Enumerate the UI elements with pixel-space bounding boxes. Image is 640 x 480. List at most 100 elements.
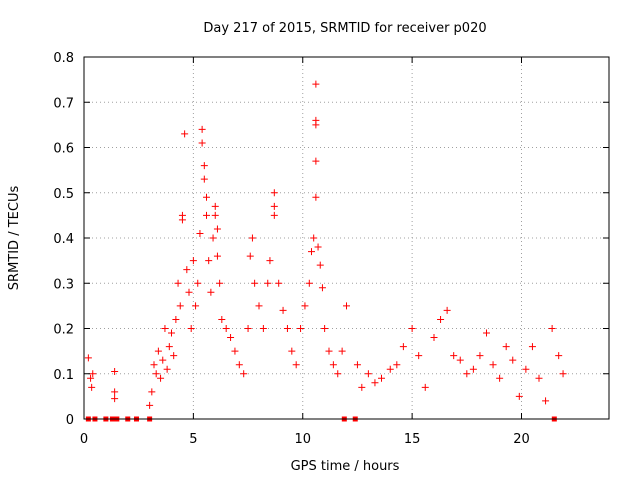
y-tick-label: 0.1 (53, 368, 74, 383)
data-point (235, 361, 243, 369)
data-point (312, 193, 320, 201)
x-tick-label: 20 (513, 432, 530, 447)
data-point (154, 347, 162, 355)
data-point (266, 257, 274, 265)
data-point (386, 365, 394, 373)
data-point (207, 288, 215, 296)
data-point (213, 225, 221, 233)
data-point (218, 315, 226, 323)
data-point (89, 370, 97, 378)
data-point (170, 352, 178, 360)
data-point (198, 139, 206, 147)
x-tick-label: 10 (294, 432, 311, 447)
data-point (246, 252, 254, 260)
data-point (301, 302, 309, 310)
data-point (310, 234, 318, 242)
data-point (476, 352, 484, 360)
data-point (358, 383, 366, 391)
y-tick-label: 0.8 (53, 51, 74, 66)
data-point (194, 279, 202, 287)
data-point (231, 347, 239, 355)
data-point (205, 257, 213, 265)
data-point (181, 130, 189, 138)
data-point (522, 365, 530, 373)
data-point (393, 361, 401, 369)
data-point (200, 175, 208, 183)
data-point (509, 356, 517, 364)
data-point (176, 302, 184, 310)
data-point (174, 279, 182, 287)
data-point (248, 234, 256, 242)
data-point (183, 266, 191, 274)
y-tick-label: 0.6 (53, 142, 74, 157)
x-tick-label: 0 (80, 432, 88, 447)
data-point (292, 361, 300, 369)
data-point (161, 325, 169, 332)
grid (84, 57, 609, 419)
data-point (378, 374, 385, 382)
data-point (329, 361, 337, 369)
data-point (316, 261, 324, 269)
data-point (318, 284, 326, 292)
data-point (111, 367, 119, 375)
data-point (192, 302, 200, 310)
data-point (209, 234, 217, 242)
data-point (178, 216, 186, 224)
data-point (305, 279, 313, 287)
data-point (528, 343, 536, 351)
data-point (364, 370, 372, 378)
data-point (270, 211, 278, 219)
data-point (338, 347, 346, 355)
data-point (308, 248, 315, 256)
data-point (200, 162, 208, 170)
data-point (111, 395, 119, 403)
data-point (270, 202, 278, 210)
data-point (222, 325, 230, 332)
data-point (172, 315, 180, 323)
data-point (371, 379, 379, 387)
data-point (152, 370, 160, 378)
data-point (88, 383, 96, 391)
x-axis-label: GPS time / hours (291, 459, 400, 474)
data-point (87, 374, 95, 382)
data-point (157, 374, 165, 382)
data-point (264, 279, 272, 287)
data-point (159, 356, 167, 364)
data-point (325, 347, 333, 355)
data-point (240, 370, 248, 378)
data-point (146, 401, 154, 409)
data-point (456, 356, 464, 364)
data-point (111, 388, 119, 396)
y-axis-label: SRMTID / TECUs (7, 186, 22, 291)
data-point (163, 365, 171, 373)
data-point (463, 370, 471, 378)
data-point (203, 211, 210, 219)
data-point (321, 325, 329, 332)
data-point (415, 352, 423, 360)
data-point (270, 189, 278, 197)
data-point (150, 361, 158, 369)
data-point (275, 279, 283, 287)
data-point (437, 315, 445, 323)
y-tick-label: 0.3 (53, 277, 74, 292)
data-point (211, 211, 219, 219)
data-point (198, 125, 206, 133)
data-point (312, 157, 320, 165)
data-point (244, 325, 252, 332)
x-tick-label: 15 (404, 432, 421, 447)
data-point (502, 343, 510, 351)
data-point (535, 374, 543, 382)
y-tick-label: 0.4 (53, 232, 74, 247)
data-point (216, 279, 224, 287)
data-point (421, 383, 429, 391)
data-point (185, 288, 193, 296)
x-tick-label: 5 (189, 432, 197, 447)
data-point (187, 325, 195, 332)
data-point (255, 302, 263, 310)
data-point (297, 325, 305, 332)
data-point (168, 329, 175, 337)
data-point (555, 352, 563, 360)
chart-title: Day 217 of 2015, SRMTID for receiver p02… (203, 21, 486, 36)
